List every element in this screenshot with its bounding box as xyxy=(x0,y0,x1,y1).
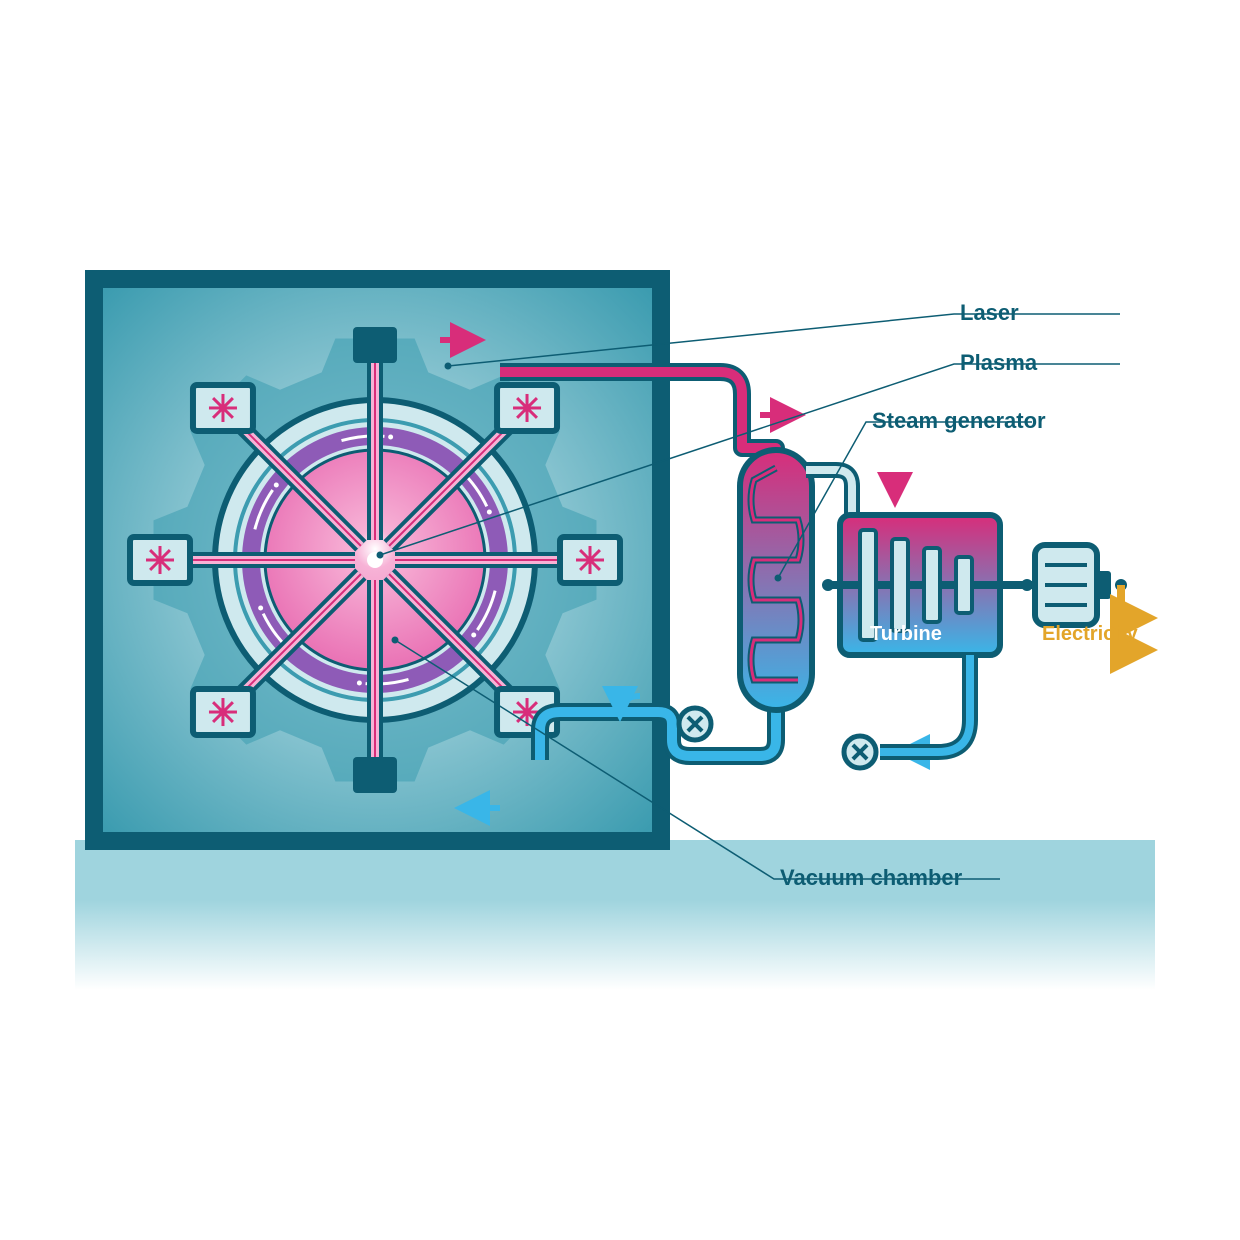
turbine-blade xyxy=(956,557,972,613)
laser-icon xyxy=(576,546,604,574)
laser-icon xyxy=(513,394,541,422)
laser-icon xyxy=(146,546,174,574)
laser-icon xyxy=(209,698,237,726)
plasma-label: Plasma xyxy=(960,350,1038,375)
reactor-port xyxy=(353,327,397,363)
steam-generator-label: Steam generator xyxy=(872,408,1046,433)
turbine-label: Turbine xyxy=(870,623,942,645)
laser-icon xyxy=(209,394,237,422)
turbine-blade xyxy=(892,539,908,631)
reactor-port xyxy=(353,757,397,793)
electricity-label: Electricity xyxy=(1042,623,1138,645)
floor-shadow xyxy=(75,900,1155,990)
electricity-line xyxy=(1121,585,1150,618)
turbine-blade xyxy=(924,548,940,622)
laser-label: Laser xyxy=(960,300,1019,325)
vacuum-chamber-label: Vacuum chamber xyxy=(780,865,963,890)
